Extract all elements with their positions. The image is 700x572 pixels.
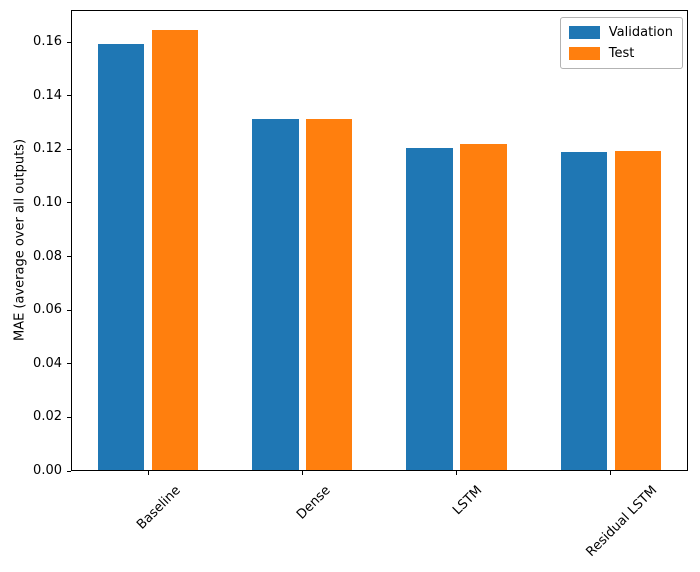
x-tick-mark (147, 471, 149, 475)
x-tick-label-residual-lstm: Residual LSTM (583, 483, 661, 560)
legend: Validation Test (559, 17, 683, 69)
legend-entry-test: Test (568, 46, 673, 61)
x-tick-mark (456, 471, 458, 475)
y-tick-label: 0.16 (33, 34, 62, 50)
bar-test-residual-lstm (614, 151, 661, 470)
y-tick-mark (67, 470, 71, 472)
bar-validation-dense (252, 118, 299, 470)
x-tick-label-lstm: LSTM (449, 483, 485, 519)
y-tick-label: 0.10 (33, 194, 62, 210)
bar-validation-lstm (406, 148, 453, 470)
legend-swatch-validation (568, 26, 600, 39)
x-tick-label-baseline: Baseline (134, 483, 184, 533)
legend-label: Test (608, 46, 635, 61)
y-tick-label: 0.14 (33, 87, 62, 103)
y-tick-label: 0.06 (33, 302, 62, 318)
y-tick-mark (67, 256, 71, 258)
x-tick-mark (301, 471, 303, 475)
x-tick-label-dense: Dense (293, 483, 334, 523)
bar-validation-baseline (97, 43, 145, 470)
y-tick-label: 0.08 (33, 248, 62, 264)
legend-swatch-test (568, 47, 600, 60)
legend-label: Validation (608, 25, 673, 40)
x-tick-mark (610, 471, 612, 475)
bar-test-lstm (460, 144, 507, 470)
y-tick-mark (67, 309, 71, 311)
legend-entry-validation: Validation (568, 25, 673, 40)
bar-test-dense (306, 118, 353, 470)
y-tick-mark (67, 148, 71, 150)
bar-validation-residual-lstm (560, 152, 607, 470)
y-tick-label: 0.12 (33, 141, 62, 157)
plot-area (71, 10, 688, 471)
y-tick-mark (67, 41, 71, 43)
y-tick-label: 0.04 (33, 355, 62, 371)
y-tick-label: 0.00 (33, 463, 62, 478)
y-tick-mark (67, 363, 71, 365)
y-tick-mark (67, 95, 71, 97)
y-tick-mark (67, 416, 71, 418)
y-tick-label: 0.02 (33, 409, 62, 425)
y-tick-mark (67, 202, 71, 204)
bar-test-baseline (151, 30, 199, 470)
